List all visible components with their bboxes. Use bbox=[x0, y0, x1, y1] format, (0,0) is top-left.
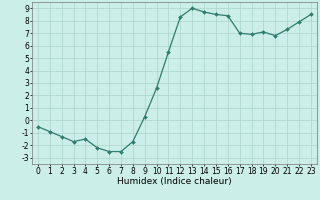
X-axis label: Humidex (Indice chaleur): Humidex (Indice chaleur) bbox=[117, 177, 232, 186]
